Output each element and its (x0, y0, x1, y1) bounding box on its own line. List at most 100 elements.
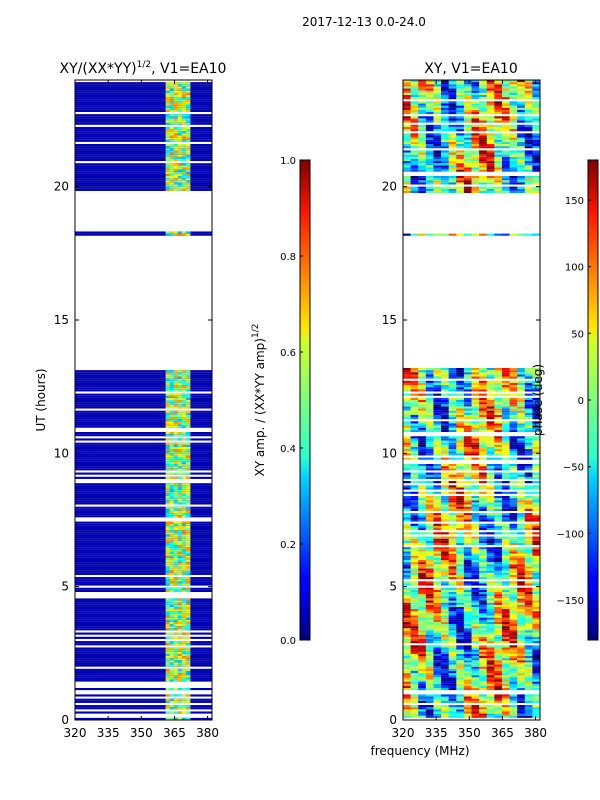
heatmap-cell (532, 632, 540, 635)
heatmap-cell (418, 408, 427, 411)
heatmap-cell (532, 666, 540, 669)
heatmap-cell (433, 562, 442, 565)
heatmap-cell (448, 474, 457, 477)
heatmap-cell (501, 491, 511, 494)
heatmap-cell (509, 152, 518, 155)
heatmap-cell (448, 124, 457, 127)
heatmap-cell (448, 376, 457, 379)
heatmap-cell (494, 410, 503, 413)
heatmap-cell (463, 660, 472, 663)
heatmap-cell (165, 662, 171, 665)
heatmap-cell (173, 412, 179, 415)
heatmap-cell (456, 84, 465, 87)
heatmap-cell (471, 560, 480, 563)
heatmap-cell (418, 560, 427, 563)
heatmap-cell (173, 393, 179, 396)
heatmap-cell (448, 94, 457, 98)
heatmap-cell (517, 638, 526, 642)
heatmap-cell (169, 577, 175, 580)
heatmap-cell (494, 133, 503, 136)
heatmap-cell (456, 425, 465, 428)
heatmap-cell (418, 188, 427, 191)
heatmap-cell (165, 139, 171, 142)
heatmap-cell (448, 532, 457, 535)
heatmap-cell (433, 368, 442, 371)
heatmap-cell (501, 154, 511, 157)
heatmap-cell (486, 150, 495, 153)
heatmap-cell (165, 466, 171, 469)
heatmap-cell (403, 472, 412, 475)
heatmap-cell (486, 370, 495, 373)
heatmap-cell (181, 711, 187, 714)
heatmap-cell (173, 662, 179, 665)
heatmap-cell (403, 519, 412, 522)
heatmap-cell (494, 617, 503, 620)
heatmap-cell (410, 451, 419, 454)
heatmap-cell (456, 596, 465, 599)
heatmap-row (75, 402, 212, 405)
heatmap-cell (173, 572, 179, 575)
heatmap-row (75, 611, 212, 614)
heatmap-cell (165, 423, 171, 426)
heatmap-cell (471, 606, 480, 610)
heatmap-cell (425, 382, 434, 386)
heatmap-cell (471, 700, 480, 703)
heatmap-cell (433, 592, 442, 595)
heatmap-cell (463, 451, 472, 454)
heatmap-cell (456, 649, 465, 652)
heatmap-cell (456, 154, 465, 157)
heatmap-cell (463, 80, 472, 83)
heatmap-cell (165, 621, 171, 624)
heatmap-cell (177, 180, 183, 183)
heatmap-cell (181, 643, 187, 646)
heatmap-cell (173, 432, 179, 435)
heatmap-cell (433, 80, 442, 83)
heatmap-cell (524, 163, 533, 166)
heatmap-cell (185, 188, 191, 191)
heatmap-cell (532, 577, 540, 580)
heatmap-cell (185, 395, 191, 398)
heatmap-cell (410, 662, 419, 665)
heatmap-cell (410, 414, 419, 418)
heatmap-cell (425, 188, 434, 191)
heatmap-cell (418, 161, 427, 164)
heatmap-cell (181, 530, 187, 533)
heatmap-cell (177, 553, 183, 556)
heatmap-cell (169, 551, 175, 554)
heatmap-cell (524, 519, 533, 522)
heatmap-cell (433, 472, 442, 475)
heatmap-cell (463, 713, 472, 716)
heatmap-cell (425, 679, 434, 682)
heatmap-cell (169, 717, 175, 720)
heatmap-cell (418, 592, 427, 595)
heatmap-cell (456, 186, 465, 189)
heatmap-cell (448, 406, 457, 409)
heatmap-cell (509, 660, 518, 663)
heatmap-cell (486, 677, 495, 680)
heatmap-cell (494, 645, 503, 648)
heatmap-cell (509, 647, 518, 650)
heatmap-cell (181, 449, 187, 452)
heatmap-cell (418, 446, 427, 450)
heatmap-cell (524, 374, 533, 377)
heatmap-cell (441, 705, 450, 708)
heatmap-cell (532, 180, 540, 183)
heatmap-cell (494, 666, 503, 669)
heatmap-cell (441, 178, 450, 181)
heatmap-cell (486, 679, 495, 682)
heatmap-cell (410, 574, 419, 578)
heatmap-cell (456, 658, 465, 661)
heatmap-cell (532, 156, 540, 159)
heatmap-cell (524, 423, 533, 426)
heatmap-row (75, 167, 212, 170)
heatmap-cell (532, 636, 540, 639)
heatmap-cell (509, 525, 518, 528)
heatmap-cell (181, 176, 187, 179)
heatmap-cell (433, 519, 442, 522)
heatmap-cell (433, 707, 442, 710)
heatmap-cell (517, 410, 526, 413)
heatmap-cell (173, 506, 179, 509)
heatmap-cell (501, 402, 511, 405)
heatmap-cell (517, 592, 526, 595)
heatmap-cell (177, 419, 183, 422)
